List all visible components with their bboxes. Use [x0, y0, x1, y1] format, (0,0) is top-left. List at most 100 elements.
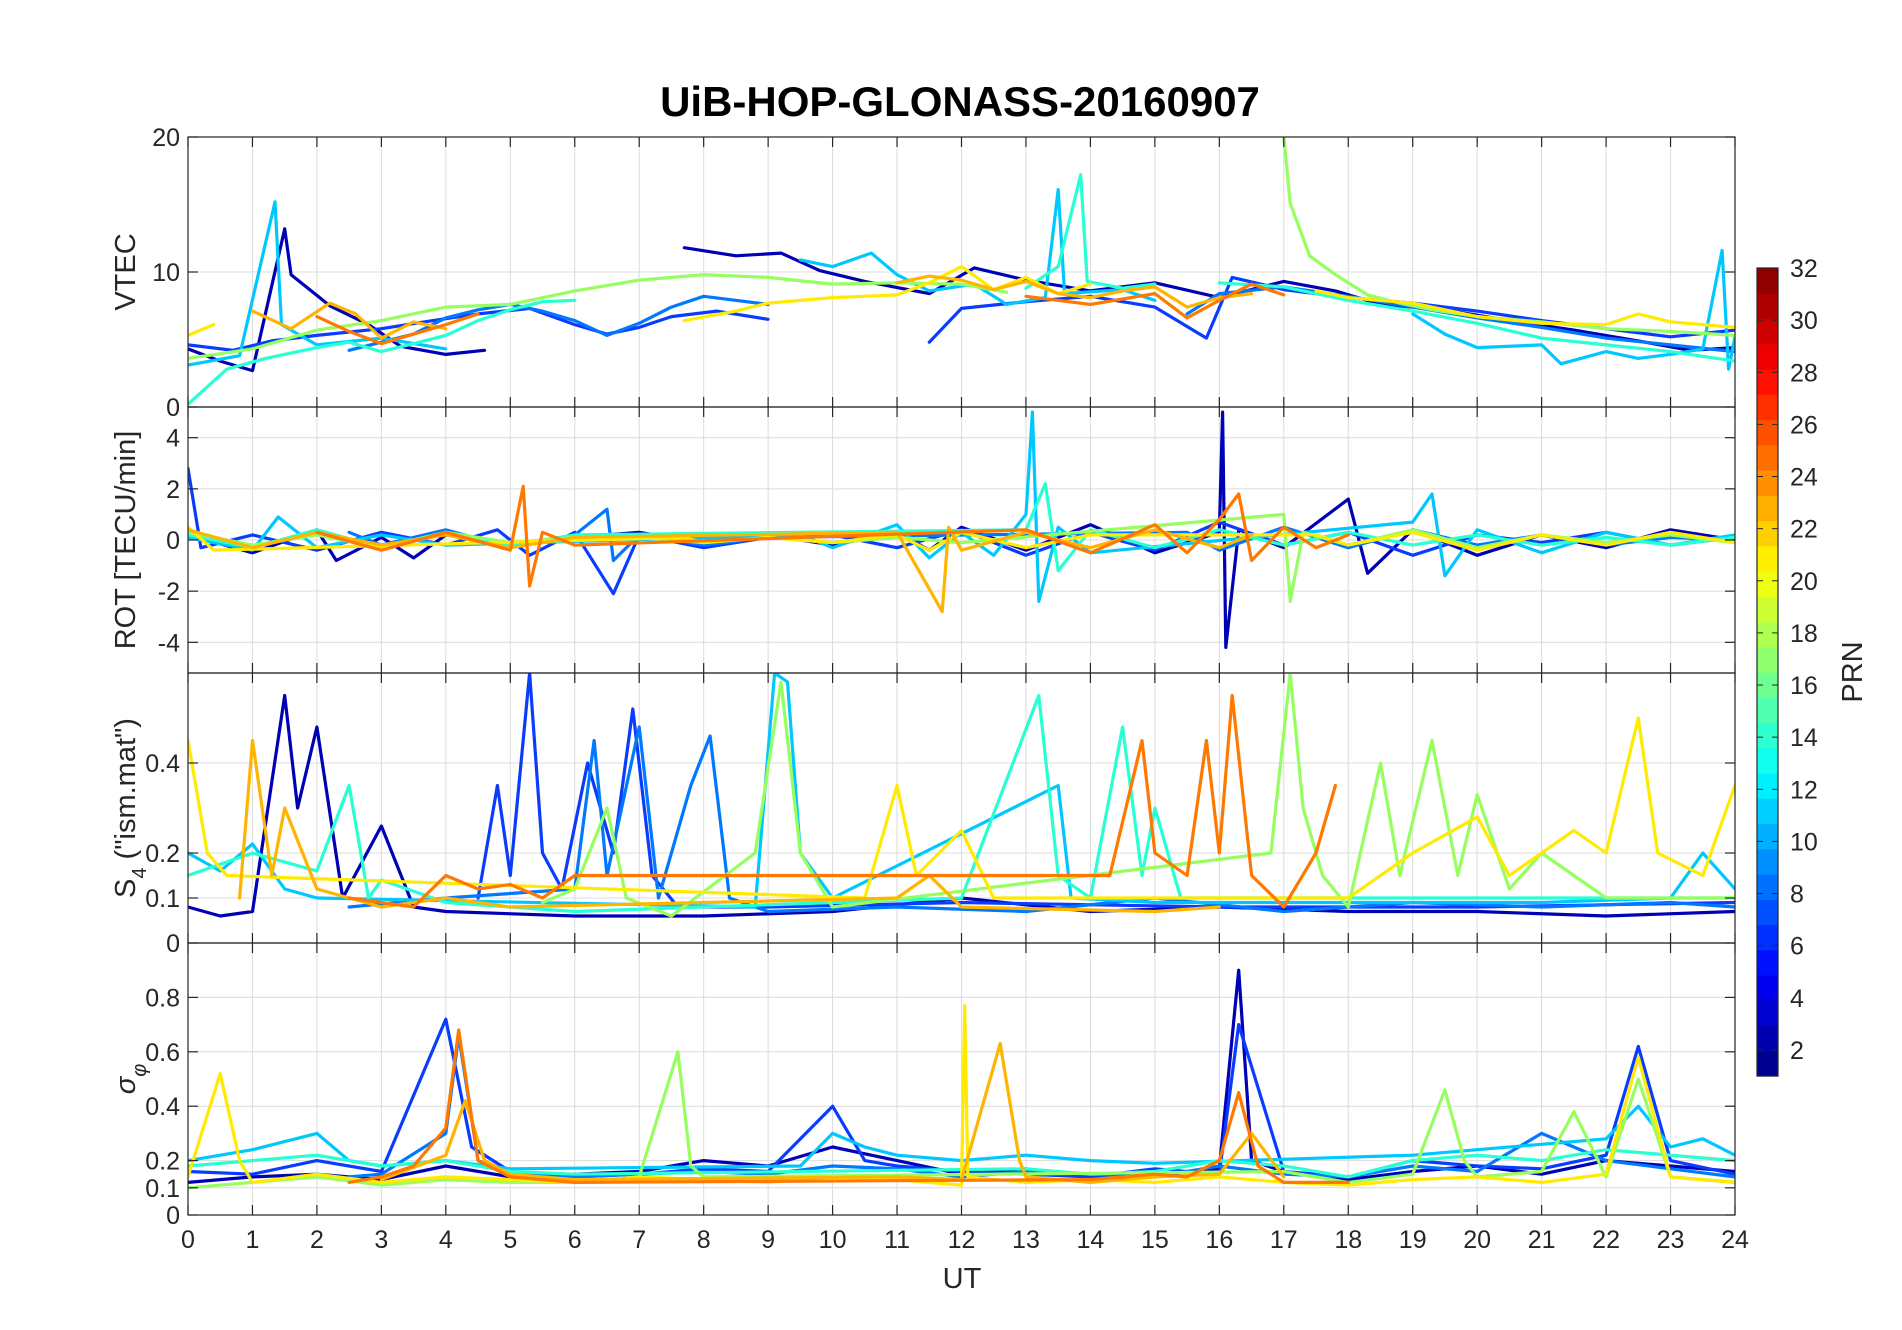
x-tick-label: 0	[181, 1226, 195, 1254]
x-tick-label: 20	[1463, 1226, 1491, 1254]
colorbar-segment	[1757, 596, 1778, 623]
series-group-s4	[188, 673, 1735, 918]
y-tick-label: -4	[158, 629, 180, 657]
colorbar-segment	[1757, 621, 1778, 648]
x-tick-label: 12	[948, 1226, 976, 1254]
x-tick-label: 14	[1077, 1226, 1105, 1254]
y-axis-label-main: S	[110, 879, 142, 898]
y-tick-label: 4	[166, 425, 180, 453]
x-tick-label: 10	[819, 1226, 847, 1254]
x-tick-label: 18	[1334, 1226, 1362, 1254]
panel-sigphi: 00.10.2 0.4 0.6 0.8 σφ	[110, 942, 1736, 1230]
colorbar-segment	[1757, 419, 1778, 446]
series-prn-24-vtec	[315, 282, 1286, 346]
series-prn-11-rot	[188, 410, 1735, 603]
series-group-rot	[188, 410, 1735, 649]
panel-vtec: 0 10 20 VTEC	[110, 124, 1736, 422]
series-prn-20-vtec	[188, 265, 1735, 337]
colorbar-segment	[1757, 1050, 1778, 1077]
colorbar-segment	[1757, 1025, 1778, 1052]
colorbar-segment	[1757, 848, 1778, 875]
colorbar-segment	[1757, 293, 1778, 320]
series-prn-17-sigphi	[188, 1050, 1735, 1190]
colorbar-segment	[1757, 874, 1778, 900]
colorbar-segment	[1757, 722, 1778, 749]
y-axis-label-sub: φ	[129, 1064, 151, 1077]
colorbar-tick-label: 30	[1790, 307, 1818, 335]
y-tick-label: 0.6	[145, 1039, 180, 1067]
colorbar-segment	[1757, 268, 1778, 294]
x-tick-label: 6	[568, 1226, 582, 1254]
colorbar-segment	[1757, 343, 1778, 370]
y-tick-label: 20	[152, 124, 180, 152]
colorbar-tick-label: 32	[1790, 255, 1818, 283]
colorbar-tick-label: 22	[1790, 516, 1818, 544]
colorbar-tick-label: 24	[1790, 464, 1818, 492]
series-prn-22-vtec	[250, 274, 1254, 340]
colorbar-segment	[1757, 646, 1778, 673]
x-tick-label: 11	[884, 1226, 910, 1254]
series-group-vtec	[188, 137, 1735, 406]
y-axis-label-vtec: VTEC	[110, 233, 142, 310]
x-tick-label: 3	[374, 1226, 388, 1254]
colorbar-segment	[1757, 798, 1778, 825]
y-tick-label: 0.2	[145, 1148, 180, 1176]
x-axis-label: UT	[943, 1263, 982, 1295]
series-prn-2-s4	[188, 693, 1735, 918]
colorbar-segment	[1757, 747, 1778, 774]
series-prn-22-s4	[238, 738, 1221, 914]
x-tick-label: 1	[246, 1226, 260, 1254]
colorbar-tick-label: 18	[1790, 620, 1818, 648]
series-prn-24-rot	[315, 484, 1350, 588]
chart-title: UiB-HOP-GLONASS-20160907	[660, 78, 1260, 125]
x-tick-label: 21	[1528, 1226, 1556, 1254]
colorbar-segment	[1757, 924, 1778, 951]
colorbar-segment	[1757, 444, 1778, 471]
y-axis-label-main: σ	[110, 1075, 142, 1094]
colorbar-segment	[1757, 520, 1778, 547]
x-tick-label: 19	[1399, 1226, 1427, 1254]
x-tick-label: 22	[1592, 1226, 1620, 1254]
series-prn-17-s4	[540, 673, 1735, 918]
y-axis-label-sigphi: σφ	[110, 1064, 151, 1095]
grid-vtec	[187, 136, 1736, 408]
colorbar-tick-label: 6	[1790, 933, 1804, 961]
y-tick-label: 0	[166, 930, 180, 958]
grid-rot	[187, 407, 1736, 673]
colorbar-segment	[1757, 470, 1778, 496]
colorbar-tick-label: 16	[1790, 672, 1818, 700]
y-axis-label-rest: ("ism.mat")	[110, 718, 142, 867]
x-tick-label: 17	[1270, 1226, 1298, 1254]
colorbar-segment	[1757, 571, 1778, 597]
x-tick-label: 23	[1657, 1226, 1685, 1254]
x-tick-label: 16	[1205, 1226, 1233, 1254]
y-tick-label: 0.4	[145, 1093, 180, 1121]
colorbar-segment	[1757, 495, 1778, 522]
y-tick-label: 0.2	[145, 840, 180, 868]
series-prn-14-s4	[188, 693, 1735, 914]
x-tick-label: 15	[1141, 1226, 1169, 1254]
colorbar-tick-label: 2	[1790, 1037, 1804, 1065]
colorbar-tick-label: 28	[1790, 359, 1818, 387]
y-tick-label: 0.4	[145, 750, 180, 778]
x-tick-label: 5	[503, 1226, 517, 1254]
x-tick-label: 13	[1012, 1226, 1040, 1254]
x-tick-label: 7	[632, 1226, 646, 1254]
y-tick-label: 0.8	[145, 984, 180, 1012]
colorbar-segment	[1757, 823, 1778, 850]
y-tick-label: 0.1	[145, 885, 180, 913]
colorbar-tick-label: 26	[1790, 411, 1818, 439]
colorbar-tick-label: 10	[1790, 828, 1818, 856]
colorbar-tick-label: 12	[1790, 776, 1818, 804]
series-group-sigphi	[188, 968, 1735, 1190]
colorbar-tick-label: 14	[1790, 724, 1818, 752]
x-tick-label: 4	[439, 1226, 453, 1254]
colorbar-frame	[1756, 267, 1779, 1077]
y-tick-label: 0	[166, 527, 180, 555]
series-prn-24-s4	[347, 693, 1337, 909]
y-tick-label: 10	[152, 259, 180, 287]
colorbar-segment	[1757, 1000, 1778, 1027]
series-prn-20-sigphi	[188, 1004, 1735, 1187]
